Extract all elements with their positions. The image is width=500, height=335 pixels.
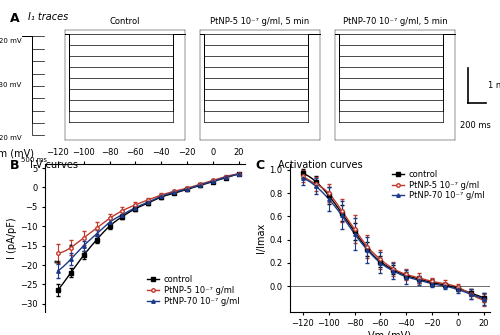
Text: -120 mV: -120 mV bbox=[0, 135, 21, 141]
Text: I-V curves: I-V curves bbox=[30, 160, 78, 170]
Text: 200 ms: 200 ms bbox=[460, 121, 491, 130]
Title: PtNP-70 10⁻⁷ g/ml, 5 min: PtNP-70 10⁻⁷ g/ml, 5 min bbox=[342, 17, 448, 26]
Text: 1 nA: 1 nA bbox=[488, 81, 500, 90]
Text: A: A bbox=[10, 12, 20, 25]
Text: B: B bbox=[10, 159, 20, 172]
Text: **: ** bbox=[54, 260, 62, 269]
Text: -30 mV: -30 mV bbox=[0, 82, 21, 88]
Legend: control, PtNP-5 10⁻⁷ g/ml, PtNP-70 10⁻⁷ g/ml: control, PtNP-5 10⁻⁷ g/ml, PtNP-70 10⁻⁷ … bbox=[145, 274, 241, 308]
X-axis label: Vm (mV): Vm (mV) bbox=[368, 331, 412, 335]
Text: *: * bbox=[69, 245, 72, 253]
Title: PtNP-5 10⁻⁷ g/ml, 5 min: PtNP-5 10⁻⁷ g/ml, 5 min bbox=[210, 17, 310, 26]
Text: Activation curves: Activation curves bbox=[278, 160, 362, 170]
Legend: control, PtNP-5 10⁻⁷ g/ml, PtNP-70 10⁻⁷ g/ml: control, PtNP-5 10⁻⁷ g/ml, PtNP-70 10⁻⁷ … bbox=[390, 168, 486, 202]
Title: Control: Control bbox=[110, 17, 140, 26]
Text: 500 ms: 500 ms bbox=[21, 157, 47, 163]
Text: Ⅰ₁ traces: Ⅰ₁ traces bbox=[28, 12, 68, 22]
Y-axis label: I/Imax: I/Imax bbox=[256, 223, 266, 253]
Text: C: C bbox=[255, 159, 264, 172]
Y-axis label: I (pA/pF): I (pA/pF) bbox=[7, 217, 17, 259]
Text: 20 mV: 20 mV bbox=[0, 38, 21, 44]
Text: Vm (mV): Vm (mV) bbox=[0, 148, 34, 158]
